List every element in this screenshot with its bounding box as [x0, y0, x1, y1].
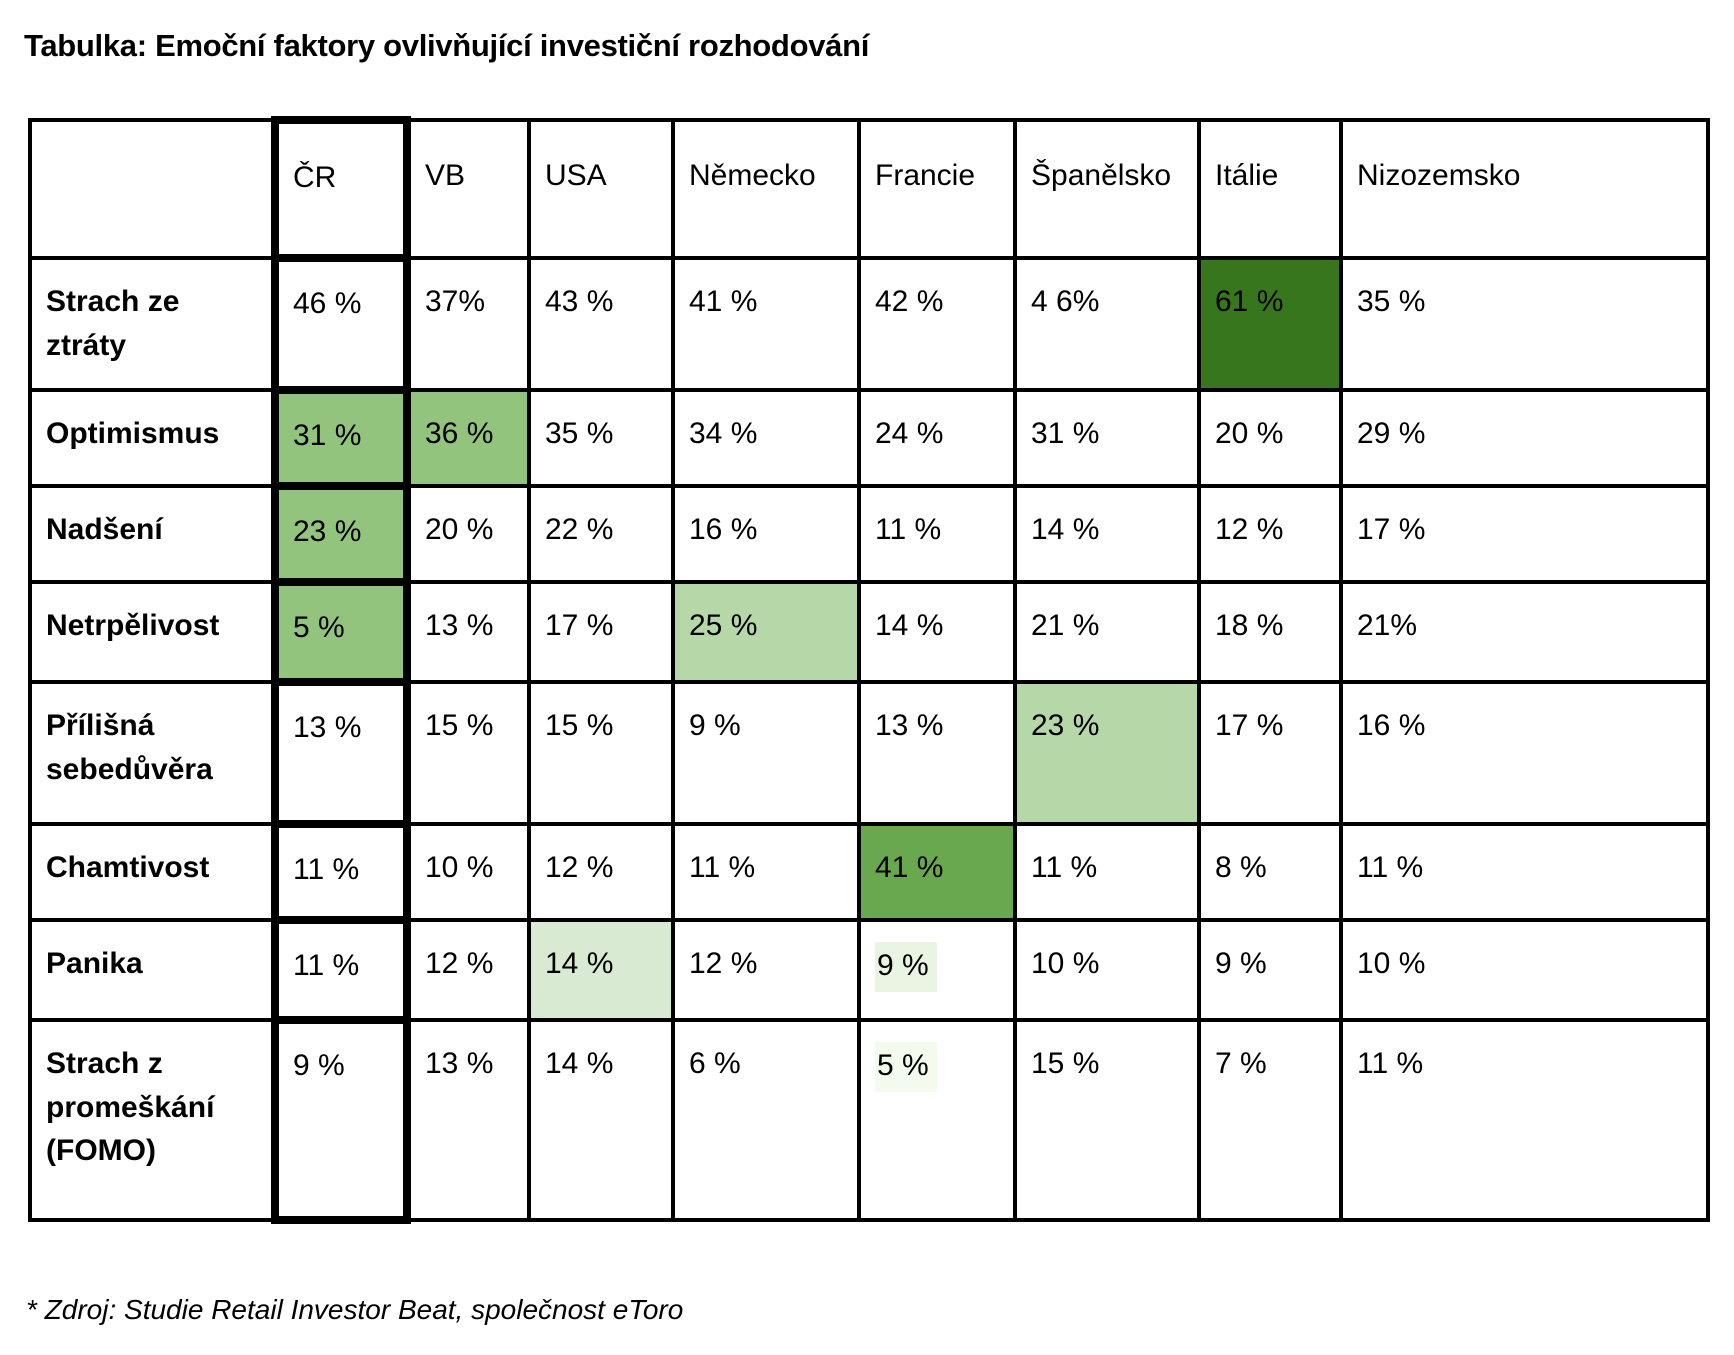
data-cell: 25 %	[671, 580, 861, 684]
data-cell: 12 %	[405, 918, 531, 1022]
data-cell: 12 %	[671, 918, 861, 1022]
data-cell: 34 %	[671, 388, 861, 488]
row-label: Přílišná sebedůvěra	[28, 680, 277, 826]
highlighted-value: 5 %	[875, 1042, 937, 1092]
data-cell: 10 %	[1339, 918, 1710, 1022]
data-cell: 11 %	[857, 484, 1017, 584]
data-cell: 31 %	[271, 386, 411, 490]
data-cell: 11 %	[671, 822, 861, 922]
data-cell: 20 %	[1197, 388, 1343, 488]
data-cell: 10 %	[1013, 918, 1201, 1022]
data-cell: 17 %	[527, 580, 675, 684]
data-cell: 43 %	[527, 256, 675, 392]
data-cell: 16 %	[1339, 680, 1710, 826]
data-cell: 13 %	[271, 678, 411, 828]
data-cell: 10 %	[405, 822, 531, 922]
data-cell: 9 %	[671, 680, 861, 826]
data-cell: 17 %	[1339, 484, 1710, 584]
data-cell: 17 %	[1197, 680, 1343, 826]
source-footnote: * Zdroj: Studie Retail Investor Beat, sp…	[26, 1294, 684, 1325]
data-cell: 41 %	[671, 256, 861, 392]
data-cell: 16 %	[671, 484, 861, 584]
data-cell: 22 %	[527, 484, 675, 584]
table-header-row: ČR VB USA Německo Francie Španělsko Itálie Nizo…	[28, 116, 1710, 262]
table-row: Netrpělivost 5 % 13 % 17 % 25 % 14 % 21 % 18 % 2…	[28, 578, 1710, 686]
data-cell: 14 %	[857, 580, 1017, 684]
column-header: USA	[527, 118, 675, 260]
column-header: Německo	[671, 118, 861, 260]
emotional-factors-table: ČR VB USA Německo Francie Španělsko Itálie Nizo…	[28, 116, 1710, 1224]
data-cell: 9 %	[271, 1016, 411, 1224]
row-label: Netrpělivost	[28, 580, 277, 684]
data-cell: 35 %	[527, 388, 675, 488]
data-cell: 15 %	[527, 680, 675, 826]
table-row: Strach z promeškání (FOMO) 9 % 13 % 14 % 6 %…	[28, 1016, 1710, 1224]
table-row: Optimismus 31 % 36 % 35 % 34 % 24 % 31 % 20 % 29…	[28, 386, 1710, 490]
table-row: Panika 11 % 12 % 14 % 12 % 9 % 10 % 9 % 10 %	[28, 916, 1710, 1024]
row-label: Nadšení	[28, 484, 277, 584]
data-cell: 31 %	[1013, 388, 1201, 488]
data-cell: 4 6%	[1013, 256, 1201, 392]
data-cell: 13 %	[857, 680, 1017, 826]
row-label: Strach z promeškání (FOMO)	[28, 1018, 277, 1222]
corner-cell	[28, 118, 277, 260]
data-cell: 11 %	[271, 820, 411, 924]
data-cell: 20 %	[405, 484, 531, 584]
data-cell: 23 %	[1013, 680, 1201, 826]
data-cell: 36 %	[405, 388, 531, 488]
row-label: Strach ze ztráty	[28, 256, 277, 392]
data-cell: 12 %	[527, 822, 675, 922]
data-cell: 11 %	[1013, 822, 1201, 922]
table-row: Chamtivost 11 % 10 % 12 % 11 % 41 % 11 % 8 % 11 …	[28, 820, 1710, 924]
data-cell: 7 %	[1197, 1018, 1343, 1222]
column-header: Španělsko	[1013, 118, 1201, 260]
data-cell: 11 %	[1339, 822, 1710, 922]
data-cell: 37%	[405, 256, 531, 392]
data-cell: 41 %	[857, 822, 1017, 922]
data-cell: 42 %	[857, 256, 1017, 392]
column-header: Nizozemsko	[1339, 118, 1710, 260]
page-title: Tabulka: Emoční faktory ovlivňující inve…	[24, 28, 870, 63]
column-header: ČR	[271, 116, 411, 262]
data-cell: 6 %	[671, 1018, 861, 1222]
data-cell: 29 %	[1339, 388, 1710, 488]
data-cell: 24 %	[857, 388, 1017, 488]
data-cell: 14 %	[527, 918, 675, 1022]
data-cell: 21%	[1339, 580, 1710, 684]
data-cell: 14 %	[527, 1018, 675, 1222]
data-cell: 15 %	[1013, 1018, 1201, 1222]
table-row: Přílišná sebedůvěra 13 % 15 % 15 % 9 % 13 % 23…	[28, 678, 1710, 828]
table-row: Nadšení 23 % 20 % 22 % 16 % 11 % 14 % 12 % 17 %	[28, 482, 1710, 586]
data-cell: 23 %	[271, 482, 411, 586]
highlighted-value: 9 %	[875, 942, 937, 992]
data-cell: 15 %	[405, 680, 531, 826]
data-cell: 13 %	[405, 1018, 531, 1222]
data-cell: 18 %	[1197, 580, 1343, 684]
data-cell: 13 %	[405, 580, 531, 684]
data-cell: 5 %	[857, 1018, 1017, 1222]
document-page: Tabulka: Emoční faktory ovlivňující inve…	[24, 28, 1710, 1325]
data-cell: 8 %	[1197, 822, 1343, 922]
column-header: Itálie	[1197, 118, 1343, 260]
data-cell: 5 %	[271, 578, 411, 686]
table-row: Strach ze ztráty 46 % 37% 43 % 41 % 42 % 4 6% 6…	[28, 254, 1710, 394]
data-cell: 9 %	[857, 918, 1017, 1022]
data-cell: 21 %	[1013, 580, 1201, 684]
row-label: Panika	[28, 918, 277, 1022]
data-cell: 11 %	[271, 916, 411, 1024]
column-header: Francie	[857, 118, 1017, 260]
data-cell: 14 %	[1013, 484, 1201, 584]
column-header: VB	[405, 118, 531, 260]
data-cell: 9 %	[1197, 918, 1343, 1022]
data-cell: 11 %	[1339, 1018, 1710, 1222]
data-cell: 61 %	[1197, 256, 1343, 392]
data-cell: 12 %	[1197, 484, 1343, 584]
data-cell: 35 %	[1339, 256, 1710, 392]
row-label: Chamtivost	[28, 822, 277, 922]
row-label: Optimismus	[28, 388, 277, 488]
data-cell: 46 %	[271, 254, 411, 394]
